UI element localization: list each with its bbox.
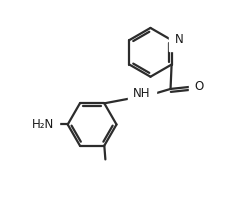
Text: H₂N: H₂N [32,118,54,131]
Text: NH: NH [133,87,151,100]
Text: O: O [194,80,204,93]
Text: N: N [175,32,184,46]
